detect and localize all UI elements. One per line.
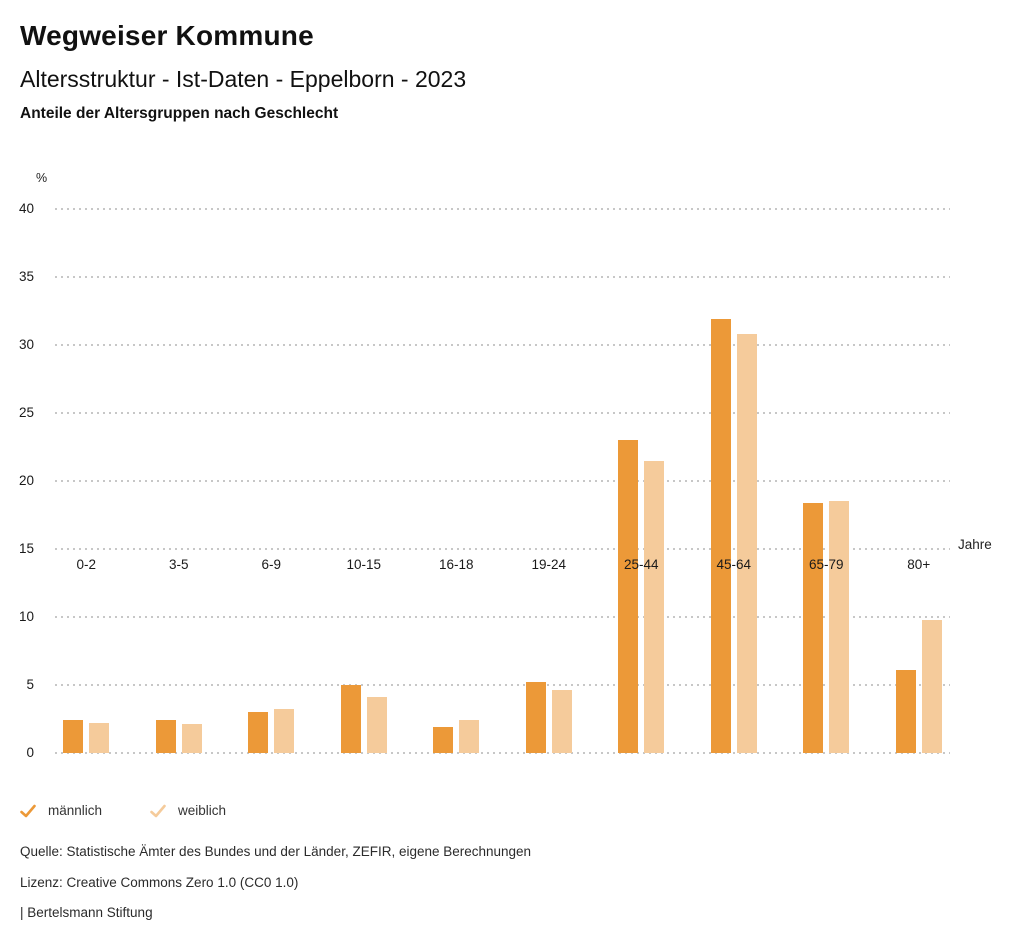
x-tick-label-45-64: 45-64 — [716, 557, 752, 572]
x-tick-label-65-79: 65-79 — [808, 557, 844, 572]
bar-group-80+ — [873, 209, 966, 753]
gridline-0 — [55, 752, 950, 754]
legend-label-maennlich: männlich — [48, 803, 103, 818]
x-tick-label-10-15: 10-15 — [346, 557, 382, 572]
x-tick-label-25-44: 25-44 — [623, 557, 659, 572]
y-axis-unit-label: % — [36, 171, 48, 185]
x-tick-label-3-5: 3-5 — [168, 557, 189, 572]
bar-männlich-80+[interactable] — [895, 670, 916, 753]
check-icon — [150, 804, 166, 817]
bar-weiblich-0-2[interactable] — [89, 723, 110, 753]
bar-männlich-19-24[interactable] — [525, 682, 546, 753]
y-tick-label-20: 20 — [18, 473, 34, 488]
bar-group-0-2 — [40, 209, 133, 753]
y-axis-ticks: 0 5 10 15 20 25 30 35 40 — [0, 201, 34, 760]
bar-group-16-18 — [410, 209, 503, 753]
legend-label-weiblich: weiblich — [178, 803, 227, 818]
bar-weiblich-19-24[interactable] — [551, 690, 572, 753]
y-tick-label-25: 25 — [18, 405, 34, 420]
attribution-text: | Bertelsmann Stiftung — [20, 905, 153, 920]
gridlines-layer — [55, 208, 950, 754]
gridline-40 — [55, 208, 950, 210]
gridline-35 — [55, 276, 950, 278]
gridline-5 — [55, 684, 950, 686]
bar-weiblich-65-79[interactable] — [829, 501, 850, 753]
bar-group-6-9 — [225, 209, 318, 753]
gridline-25 — [55, 412, 950, 414]
y-tick-label-30: 30 — [18, 337, 34, 352]
bar-männlich-6-9[interactable] — [248, 712, 269, 753]
license-text: Lizenz: Creative Commons Zero 1.0 (CC0 1… — [20, 875, 299, 890]
bar-group-25-44 — [595, 209, 688, 753]
gridline-20 — [55, 480, 950, 482]
y-tick-label-0: 0 — [26, 745, 34, 760]
bar-weiblich-45-64[interactable] — [736, 334, 757, 753]
chart-plot-area: 0 5 10 15 20 25 30 35 40 — [0, 201, 1024, 760]
x-tick-label-0-2: 0-2 — [76, 557, 96, 572]
bar-group-45-64 — [688, 209, 781, 753]
y-tick-label-10: 10 — [18, 609, 34, 624]
bar-männlich-45-64[interactable] — [710, 319, 731, 753]
bar-männlich-3-5[interactable] — [155, 720, 176, 753]
gridline-15 — [55, 548, 950, 550]
y-tick-label-15: 15 — [18, 541, 34, 556]
legend-item-maennlich[interactable]: männlich — [20, 803, 102, 818]
y-tick-label-35: 35 — [18, 269, 34, 284]
chart-subtitle: Altersstruktur - Ist-Daten - Eppelborn -… — [20, 66, 467, 92]
bar-männlich-0-2[interactable] — [63, 720, 84, 753]
bar-männlich-25-44[interactable] — [618, 440, 639, 753]
y-tick-label-5: 5 — [26, 677, 34, 692]
legend-item-weiblich[interactable]: weiblich — [150, 803, 226, 818]
x-tick-label-6-9: 6-9 — [261, 557, 281, 572]
bar-weiblich-25-44[interactable] — [644, 460, 665, 753]
chart-caption: Anteile der Altersgruppen nach Geschlech… — [20, 105, 339, 122]
x-tick-label-19-24: 19-24 — [531, 557, 567, 572]
x-tick-label-16-18: 16-18 — [438, 557, 474, 572]
legend: männlich weiblich — [20, 803, 226, 818]
gridline-10 — [55, 616, 950, 618]
bar-männlich-16-18[interactable] — [433, 727, 454, 753]
check-icon — [20, 804, 36, 817]
bar-männlich-10-15[interactable] — [340, 685, 361, 753]
page-title: Wegweiser Kommune — [20, 20, 314, 51]
x-axis-labels: 0-2 3-5 6-9 10-15 16-18 19-24 25-44 45-64 65-79 8… — [40, 557, 965, 572]
bar-group-65-79 — [780, 209, 873, 753]
bar-weiblich-6-9[interactable] — [274, 709, 295, 753]
bar-group-19-24 — [503, 209, 596, 753]
bar-weiblich-10-15[interactable] — [366, 697, 387, 753]
bar-männlich-65-79[interactable] — [803, 502, 824, 753]
bar-weiblich-3-5[interactable] — [181, 724, 202, 753]
x-axis-unit-label: Jahre — [958, 537, 992, 552]
y-tick-label-40: 40 — [18, 201, 34, 216]
gridline-30 — [55, 344, 950, 346]
bar-group-3-5 — [133, 209, 226, 753]
bar-weiblich-16-18[interactable] — [459, 720, 480, 753]
bar-group-10-15 — [318, 209, 411, 753]
x-tick-label-80+: 80+ — [907, 557, 931, 572]
bar-weiblich-80+[interactable] — [921, 619, 942, 753]
source-text: Quelle: Statistische Ämter des Bundes un… — [20, 844, 532, 859]
bars-layer — [40, 209, 965, 753]
